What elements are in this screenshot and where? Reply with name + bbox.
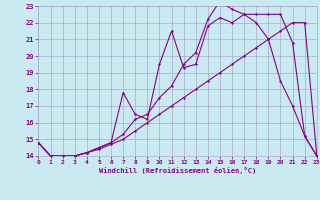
X-axis label: Windchill (Refroidissement éolien,°C): Windchill (Refroidissement éolien,°C) xyxy=(99,167,256,174)
